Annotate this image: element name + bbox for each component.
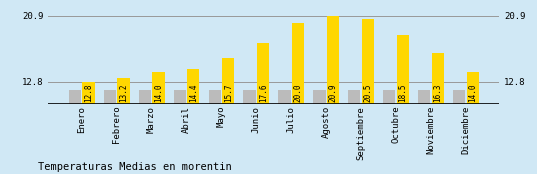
- Text: 14.4: 14.4: [189, 84, 198, 102]
- Text: 16.3: 16.3: [433, 84, 442, 102]
- Bar: [222, 58, 234, 104]
- Bar: [153, 72, 164, 104]
- Bar: [467, 72, 479, 104]
- Bar: [173, 90, 186, 104]
- Text: 20.9: 20.9: [329, 84, 338, 102]
- Bar: [118, 78, 129, 104]
- Text: 14.0: 14.0: [468, 84, 477, 102]
- Bar: [139, 90, 151, 104]
- Text: 13.2: 13.2: [119, 84, 128, 102]
- Text: 14.0: 14.0: [154, 84, 163, 102]
- Bar: [418, 90, 430, 104]
- Text: 12.8: 12.8: [84, 84, 93, 102]
- Bar: [432, 53, 444, 104]
- Bar: [83, 82, 95, 104]
- Text: 18.5: 18.5: [398, 84, 408, 102]
- Bar: [257, 43, 270, 104]
- Bar: [397, 35, 409, 104]
- Bar: [187, 69, 199, 104]
- Bar: [327, 16, 339, 104]
- Text: 17.6: 17.6: [259, 84, 268, 102]
- Bar: [349, 90, 360, 104]
- Text: 20.0: 20.0: [294, 84, 303, 102]
- Text: Temperaturas Medias en morentin: Temperaturas Medias en morentin: [38, 162, 231, 172]
- Bar: [104, 90, 116, 104]
- Bar: [453, 90, 465, 104]
- Bar: [243, 90, 256, 104]
- Bar: [208, 90, 221, 104]
- Bar: [362, 19, 374, 104]
- Bar: [69, 90, 81, 104]
- Text: 15.7: 15.7: [224, 84, 233, 102]
- Bar: [383, 90, 395, 104]
- Bar: [292, 23, 304, 104]
- Bar: [278, 90, 291, 104]
- Bar: [314, 90, 325, 104]
- Text: 20.5: 20.5: [364, 84, 373, 102]
